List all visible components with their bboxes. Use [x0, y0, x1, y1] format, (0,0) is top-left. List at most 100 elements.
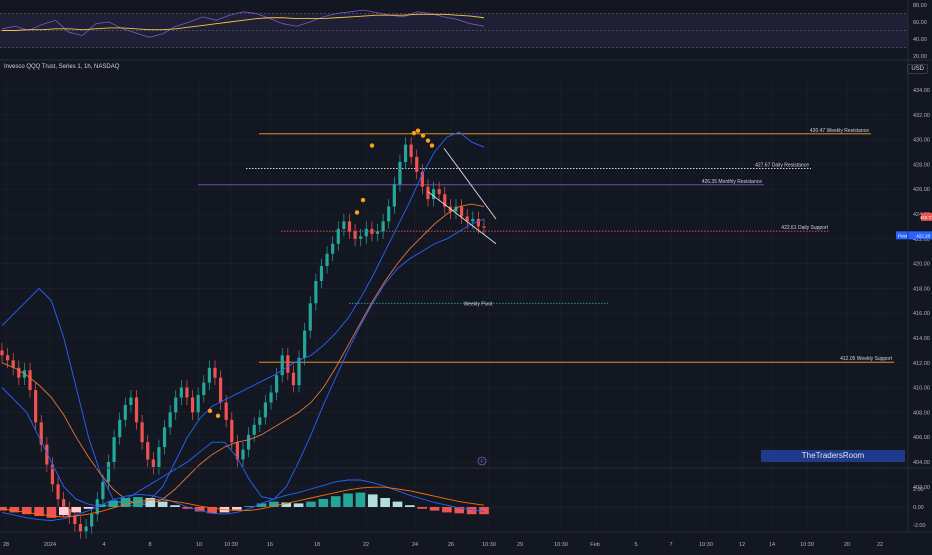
- macd-histogram-bar: [108, 500, 119, 507]
- price-tick-label: 418.00: [913, 286, 930, 292]
- last-price-badge: [921, 212, 932, 221]
- wedge-lower-line: [427, 191, 497, 245]
- macd-tick-label: -2.00: [913, 523, 926, 529]
- price-tick-label: 404.00: [913, 460, 930, 466]
- candle-body: [331, 243, 335, 254]
- candle-body: [409, 144, 413, 157]
- candle-body: [431, 189, 436, 200]
- time-tick-label: 4: [102, 542, 105, 548]
- macd-histogram-bar: [330, 496, 341, 507]
- candle-body: [101, 481, 105, 500]
- signal-dot: [411, 130, 417, 136]
- time-tick-label: 20: [844, 542, 850, 548]
- candle-body: [190, 397, 195, 413]
- candle-body: [162, 427, 167, 448]
- candle-body: [258, 417, 262, 425]
- price-tick-label: 420.00: [913, 262, 930, 268]
- candle-body: [263, 402, 268, 418]
- ema-line: [1, 203, 485, 505]
- candle-body: [465, 216, 469, 222]
- candle-body: [471, 218, 475, 222]
- candle-body: [398, 161, 402, 185]
- rsi-tick-label: 80.00: [913, 3, 927, 9]
- macd-histogram-bar: [244, 506, 254, 507]
- candle-body: [56, 484, 60, 500]
- time-tick-label: 10:30: [554, 542, 568, 548]
- candle-body: [342, 221, 346, 229]
- candle-body: [151, 459, 155, 467]
- time-tick-label: 26: [448, 542, 454, 548]
- macd-histogram-bar: [34, 507, 44, 516]
- candle-body: [280, 355, 284, 376]
- candle-body: [375, 231, 380, 234]
- signal-dot: [207, 408, 213, 414]
- macd-histogram-bar: [405, 505, 415, 507]
- price-tick-label: 426.00: [913, 187, 930, 193]
- time-tick-label: 10:30: [482, 542, 496, 548]
- candle-body: [353, 231, 357, 239]
- candle-body: [319, 266, 324, 281]
- macd-histogram-bar: [442, 507, 452, 513]
- brand-banner: TheTradersRoom: [761, 450, 905, 462]
- candle-body: [50, 464, 55, 485]
- candle-body: [314, 280, 318, 304]
- time-tick-label: Feb: [590, 542, 599, 548]
- candle-body: [224, 402, 228, 420]
- candle-body: [118, 419, 122, 438]
- signal-dot: [425, 138, 431, 143]
- candle-body: [123, 404, 127, 420]
- macd-histogram-bar: [306, 501, 316, 507]
- candle-body: [230, 419, 234, 443]
- signal-dot: [369, 143, 375, 148]
- macd-line: [1, 479, 485, 521]
- candle-body: [482, 226, 486, 228]
- candle-body: [297, 357, 301, 386]
- candle-body: [73, 516, 77, 524]
- time-tick-label: 22: [363, 542, 369, 548]
- macd-histogram-bar: [232, 507, 242, 510]
- time-tick-label: 14: [769, 542, 775, 548]
- time-tick-label: 29: [517, 542, 523, 548]
- candle-body: [17, 367, 21, 378]
- time-tick-label: 10:30: [699, 542, 713, 548]
- candle-body: [426, 186, 430, 200]
- price-tick-label: 414.00: [913, 336, 930, 342]
- candle-body: [291, 372, 296, 386]
- price-tick-label: 434.00: [913, 88, 930, 94]
- price-tick-label: 412.00: [913, 361, 930, 367]
- time-tick-label: 10:30: [224, 542, 238, 548]
- macd-histogram-bar: [392, 501, 403, 507]
- candle-body: [78, 524, 83, 532]
- macd-histogram-bar: [417, 507, 428, 509]
- signal-dot: [420, 133, 426, 138]
- time-tick-label: 12: [739, 542, 745, 548]
- macd-histogram-bar: [120, 498, 131, 507]
- macd-histogram-bar: [479, 507, 489, 515]
- signal-dot: [415, 128, 421, 133]
- macd-histogram-bar: [83, 507, 94, 509]
- macd-histogram-bar: [71, 507, 81, 513]
- post-price-badge: [896, 231, 932, 240]
- candle-body: [39, 422, 43, 445]
- rsi-tick-label: 40.00: [913, 37, 927, 43]
- level-label: Weekly Pivot: [464, 301, 493, 307]
- macd-histogram-bar: [281, 502, 292, 507]
- macd-tick-label: 0.00: [913, 505, 924, 511]
- candle-body: [275, 375, 279, 393]
- candle-body: [62, 499, 66, 510]
- candle-body: [28, 370, 32, 391]
- macd-histogram-bar: [380, 498, 390, 507]
- currency-button[interactable]: USD: [907, 64, 928, 74]
- time-tick-label: 18: [314, 542, 320, 548]
- last-price-text: 423.77: [920, 215, 932, 220]
- macd-histogram-bar: [170, 505, 180, 507]
- candle-body: [359, 236, 363, 239]
- level-label: 426.35 Monthly Resistance: [702, 179, 763, 185]
- rsi-tick-label: 20.00: [913, 54, 927, 60]
- rsi-tick-label: 60.00: [913, 20, 927, 26]
- macd-histogram-bar: [256, 503, 267, 507]
- signal-dot: [429, 143, 435, 148]
- candle-body: [185, 387, 189, 398]
